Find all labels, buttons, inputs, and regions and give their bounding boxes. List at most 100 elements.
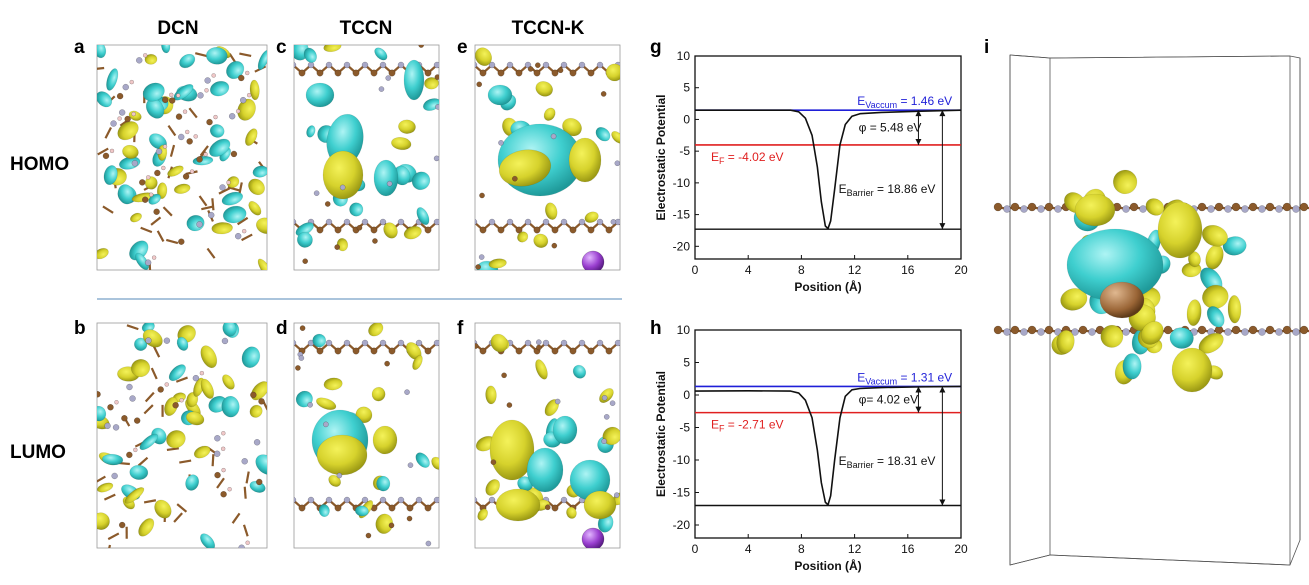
orbital-lobe-large xyxy=(316,434,368,476)
atom xyxy=(175,113,183,120)
orbital-lobe xyxy=(241,346,261,369)
x-tick-label: 20 xyxy=(954,263,968,277)
nitrogen-atom xyxy=(1037,205,1045,213)
carbon-atom xyxy=(1282,325,1292,335)
nitrogen-atom xyxy=(1122,205,1130,213)
homo-tccn-orbital-image xyxy=(294,45,458,265)
orbital-lobe xyxy=(192,155,214,166)
carbon-atom xyxy=(605,226,613,234)
orbital-lobe xyxy=(200,533,216,548)
atom xyxy=(238,544,245,548)
orbital-lobe-large xyxy=(495,488,541,522)
bond xyxy=(103,493,116,501)
bond xyxy=(211,198,215,211)
orbital-lobe xyxy=(205,47,228,65)
atom xyxy=(601,438,607,445)
barrier-arrow-head-top xyxy=(939,110,946,117)
atom xyxy=(206,118,213,126)
atom xyxy=(388,522,395,529)
x-tick-label: 16 xyxy=(901,263,915,277)
central-atom xyxy=(1099,281,1145,319)
nitrogen-atom xyxy=(1003,328,1011,336)
orbital-lobe xyxy=(383,222,398,239)
x-axis-label: Position (Å) xyxy=(794,558,861,573)
orbital-lobe-large xyxy=(305,82,335,108)
nitrogen-atom xyxy=(325,218,333,226)
carbon-atom xyxy=(281,505,287,511)
orbital-lobe xyxy=(103,165,118,186)
fermi-level-label: EF = -2.71 eV xyxy=(711,418,784,434)
y-tick-label: -10 xyxy=(673,453,691,467)
x-tick-label: 0 xyxy=(692,542,699,556)
nitrogen-atom xyxy=(524,61,532,69)
orbital-lobe xyxy=(431,456,439,470)
carbon-atom xyxy=(388,347,396,355)
y-tick-label: -5 xyxy=(679,144,690,158)
bond xyxy=(242,524,249,537)
nitrogen-atom xyxy=(361,61,369,69)
barrier-arrow-head-bottom xyxy=(939,499,946,506)
bond xyxy=(148,263,152,270)
atom xyxy=(133,417,141,424)
orbital-lobe xyxy=(1202,284,1229,309)
panel-letter-e: e xyxy=(457,37,468,58)
bond xyxy=(284,500,293,508)
bond xyxy=(239,52,252,57)
orbital-lobe xyxy=(164,396,179,417)
y-tick-label: -15 xyxy=(673,208,691,222)
orbital-lobe xyxy=(186,214,205,232)
nitrogen-atom xyxy=(415,496,423,504)
hydrogen-atom xyxy=(142,53,148,58)
nitrogen-atom xyxy=(1122,328,1130,336)
hydrogen-atom xyxy=(221,467,226,473)
nitrogen-atom xyxy=(452,219,458,225)
atom xyxy=(220,490,227,498)
orbital-lobe-large xyxy=(1171,347,1213,393)
nitrogen-atom xyxy=(633,497,639,503)
x-tick-label: 0 xyxy=(692,263,699,277)
atom xyxy=(131,160,139,167)
atom xyxy=(219,184,226,191)
nitrogen-atom xyxy=(633,340,639,346)
bond xyxy=(137,456,149,467)
atom xyxy=(365,532,372,539)
orbital-lobe xyxy=(167,165,184,177)
hydrogen-atom xyxy=(114,400,119,405)
bond xyxy=(446,343,455,351)
nitrogen-atom xyxy=(578,61,586,69)
chart-g-electrostatic-potential: 0 4 8 12 16 20 10 5 0 -5 -10 -15 -20 Position (Å) Elec… xyxy=(654,49,968,294)
nitrogen-atom xyxy=(560,218,568,226)
carbon-atom xyxy=(1265,325,1275,335)
nitrogen-atom xyxy=(524,218,532,226)
atom xyxy=(302,258,309,265)
orbital-lobe xyxy=(248,201,262,216)
bond xyxy=(446,65,455,73)
atom xyxy=(406,515,413,522)
y-tick-label: -20 xyxy=(673,518,691,532)
hydrogen-atom xyxy=(109,148,115,154)
atom xyxy=(536,344,542,351)
x-tick-label: 16 xyxy=(901,542,915,556)
atom xyxy=(102,152,110,160)
orbital-lobe-large xyxy=(552,415,578,445)
orbital-lobe xyxy=(130,359,151,378)
atom xyxy=(418,45,425,48)
carbon-atom xyxy=(515,226,523,234)
nitrogen-atom xyxy=(560,496,568,504)
orbital-lobe xyxy=(611,130,620,144)
carbon-atom xyxy=(624,505,630,511)
column-title-tccn-k: TCCN-K xyxy=(512,18,585,39)
work-function-arrow-head-top xyxy=(915,110,922,117)
nitrogen-atom xyxy=(397,339,405,347)
panel-letter-d: d xyxy=(276,318,288,339)
orbital-lobe xyxy=(257,49,267,71)
hydrogen-atom xyxy=(184,129,190,135)
bond xyxy=(231,512,241,524)
nitrogen-atom xyxy=(1241,205,1249,213)
carbon-atom xyxy=(1231,325,1241,335)
panel-letter-h: h xyxy=(650,318,662,339)
panel-letter-a: a xyxy=(74,37,85,58)
hydrogen-atom xyxy=(179,398,184,403)
nitrogen-atom xyxy=(475,218,478,226)
bond xyxy=(627,343,636,351)
